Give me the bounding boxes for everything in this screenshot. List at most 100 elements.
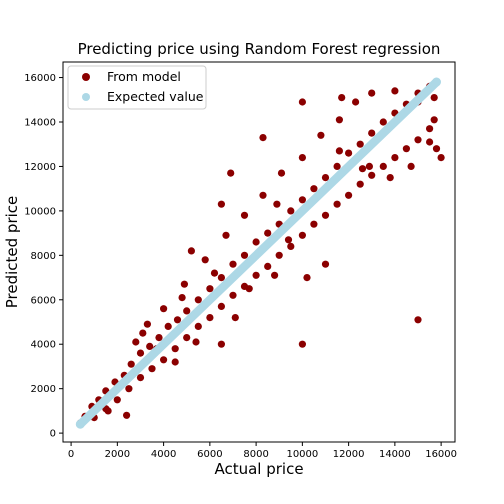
model-point — [298, 154, 306, 162]
model-point — [113, 396, 121, 404]
x-tick-label: 4000 — [151, 449, 176, 460]
model-point — [104, 407, 112, 415]
model-point — [183, 307, 191, 315]
model-point — [335, 147, 343, 155]
model-point — [222, 231, 230, 239]
model-point — [160, 305, 168, 313]
model-point — [194, 296, 202, 304]
model-point — [143, 320, 151, 328]
model-point — [365, 162, 373, 170]
model-point — [180, 280, 188, 288]
x-tick-label: 16000 — [425, 449, 457, 460]
model-point — [231, 314, 239, 322]
model-point — [414, 136, 422, 144]
model-point — [338, 94, 346, 102]
model-point — [240, 211, 249, 219]
x-tick-label: 8000 — [243, 449, 268, 460]
model-point — [310, 220, 318, 228]
x-tick-label: 10000 — [286, 449, 318, 460]
expected-value-point — [432, 77, 441, 87]
model-point — [245, 285, 253, 293]
model-point — [273, 200, 281, 208]
model-point — [298, 340, 306, 348]
model-point — [210, 269, 219, 277]
model-point — [183, 334, 191, 342]
model-point — [368, 129, 376, 137]
legend-marker-from-model — [82, 73, 90, 81]
model-point — [321, 260, 330, 268]
model-point — [402, 145, 410, 153]
model-point — [391, 154, 399, 162]
model-point — [275, 251, 283, 259]
model-point — [298, 98, 306, 106]
model-point — [298, 231, 306, 239]
model-point — [217, 340, 225, 348]
x-tick-label: 2000 — [105, 449, 130, 460]
model-point — [132, 338, 140, 346]
model-point — [252, 238, 260, 246]
y-tick-label: 16000 — [24, 73, 56, 84]
model-point — [287, 207, 295, 215]
model-point — [259, 134, 267, 142]
model-point — [229, 260, 237, 268]
model-point — [171, 358, 179, 366]
model-point — [345, 191, 353, 199]
y-tick-label: 14000 — [24, 118, 56, 129]
model-point — [229, 291, 237, 299]
model-point — [379, 162, 387, 170]
legend-marker-expected-value — [82, 93, 90, 101]
y-tick-label: 0 — [50, 429, 56, 440]
model-point — [437, 154, 445, 162]
x-tick-label: 14000 — [379, 449, 411, 460]
model-point — [136, 349, 145, 357]
model-point — [391, 87, 399, 95]
y-tick-label: 6000 — [31, 295, 56, 306]
model-point — [352, 98, 360, 106]
x-tick-label: 12000 — [333, 449, 365, 460]
y-tick-label: 12000 — [24, 162, 56, 173]
model-point — [178, 294, 186, 302]
model-point — [407, 162, 415, 170]
model-point — [146, 342, 154, 350]
model-point — [271, 271, 279, 279]
model-point — [173, 316, 182, 324]
model-point — [264, 229, 272, 237]
y-tick-label: 2000 — [31, 384, 56, 395]
model-point — [194, 322, 202, 330]
model-point — [287, 242, 295, 250]
x-tick-label: 0 — [68, 449, 74, 460]
axes-frame — [62, 61, 456, 443]
model-point — [414, 316, 422, 324]
model-point — [164, 322, 172, 330]
model-point — [127, 360, 135, 368]
model-point — [217, 274, 225, 282]
model-point — [160, 356, 168, 364]
model-point — [148, 365, 156, 373]
model-point — [284, 236, 293, 244]
model-point — [264, 262, 272, 270]
model-point — [430, 116, 438, 124]
y-tick-label: 10000 — [24, 206, 56, 217]
model-point — [333, 162, 341, 170]
model-point — [333, 200, 341, 208]
model-point — [125, 385, 133, 393]
model-point — [206, 314, 214, 322]
model-point — [358, 165, 367, 173]
y-tick-label: 8000 — [31, 251, 56, 262]
model-point — [298, 196, 306, 204]
model-point — [426, 125, 434, 133]
x-tick-label: 6000 — [197, 449, 222, 460]
expected-value-point — [75, 419, 85, 429]
legend-label-from-model: From model — [107, 69, 181, 84]
model-point — [192, 338, 200, 346]
plot-area: 0 2000 4000 6000 8000 10000 12000 14000 16000 0 20… — [24, 61, 457, 460]
model-point — [136, 374, 145, 382]
model-point — [139, 329, 147, 337]
model-point — [356, 140, 364, 148]
y-axis-label: Predicted price — [3, 196, 21, 309]
model-point — [155, 334, 163, 342]
model-point — [187, 247, 195, 255]
model-point — [317, 131, 325, 139]
